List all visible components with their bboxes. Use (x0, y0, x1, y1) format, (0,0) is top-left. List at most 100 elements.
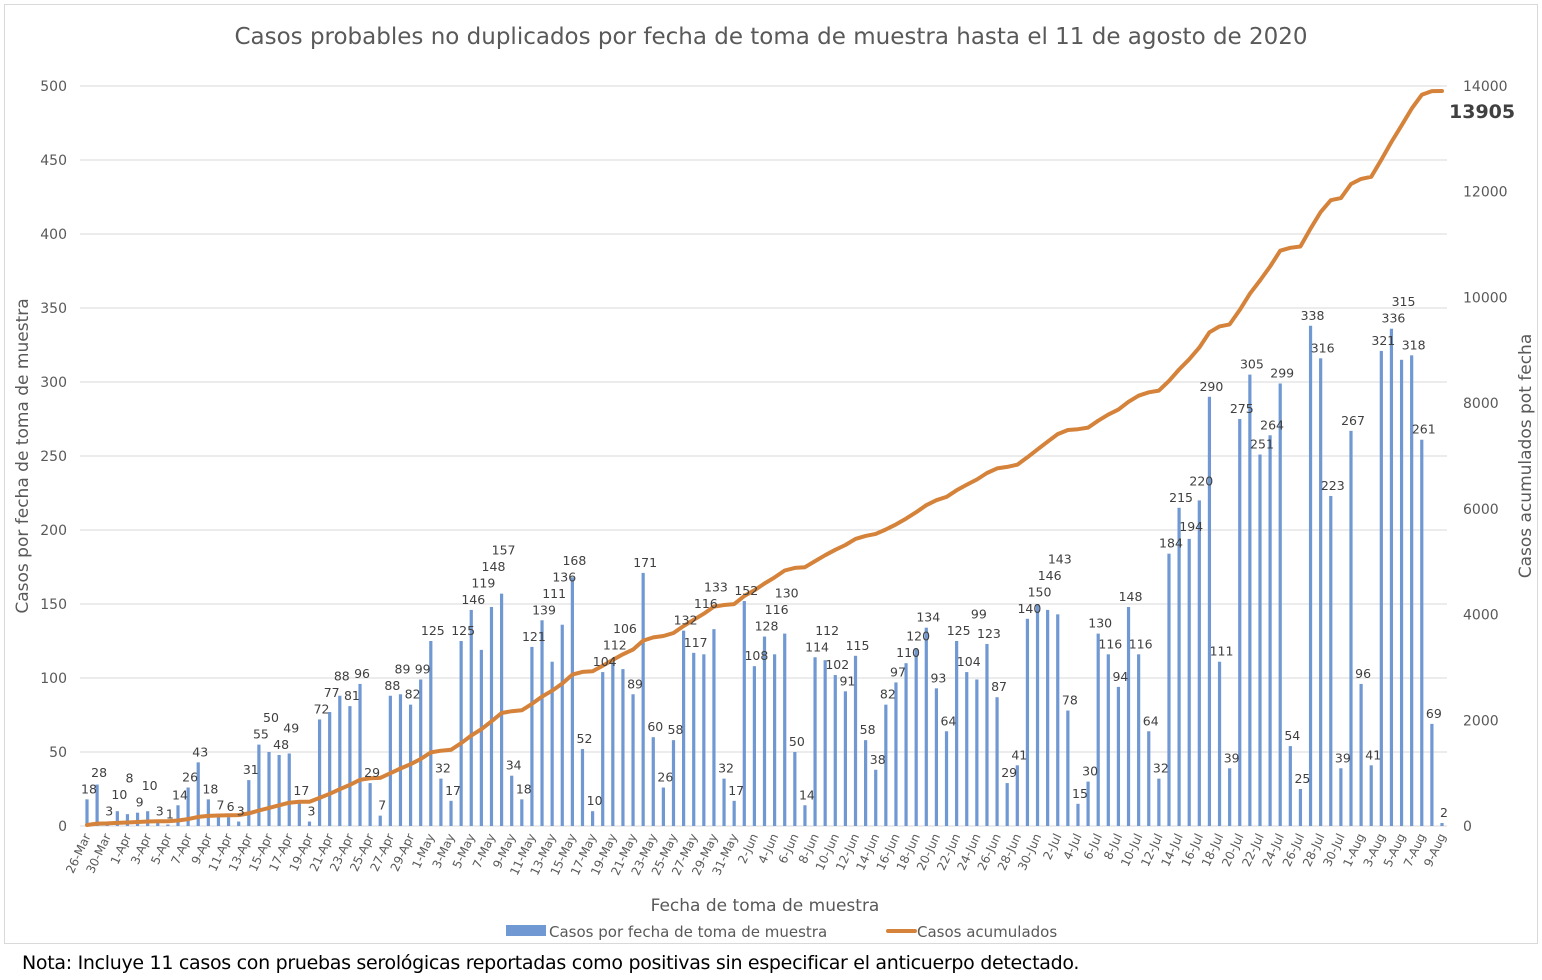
bar (1025, 618, 1030, 826)
bar-data-label: 146 (1038, 568, 1062, 583)
y2-tick-label: 0 (1463, 819, 1472, 835)
y-tick-label: 450 (40, 153, 67, 169)
bar (125, 814, 130, 826)
bar (530, 646, 534, 826)
bar-data-label: 91 (839, 673, 855, 688)
bar-data-label: 78 (1062, 693, 1078, 708)
bar-data-label: 72 (314, 701, 330, 716)
bar-data-label: 14 (799, 787, 815, 802)
bar (1167, 553, 1171, 826)
bar (307, 821, 312, 826)
bar (975, 679, 979, 826)
y-axis-title: Casos por fecha de toma de muestra (13, 298, 33, 613)
bar (651, 737, 655, 826)
bar-data-label: 316 (1311, 340, 1335, 355)
bar (631, 694, 635, 826)
bar-data-label: 25 (1294, 771, 1310, 786)
bar-data-label: 82 (880, 687, 896, 702)
bar-data-label: 275 (1230, 401, 1254, 416)
bar-data-label: 31 (243, 762, 259, 777)
bar-data-label: 14 (172, 787, 188, 802)
bar (864, 740, 868, 826)
bar (1147, 731, 1151, 826)
y-tick-label: 200 (40, 523, 67, 539)
bar (1015, 765, 1019, 826)
x-tick-label: 6-Jul (1081, 831, 1105, 862)
bar-data-label: 267 (1341, 413, 1365, 428)
bar-data-label: 152 (734, 583, 758, 598)
bar-data-label: 8 (125, 771, 133, 786)
bar (1126, 606, 1131, 826)
y-tick-label: 500 (40, 79, 67, 95)
bar (1399, 359, 1404, 826)
y2-tick-label: 12000 (1463, 185, 1508, 201)
bar (762, 636, 767, 826)
bar-data-label: 39 (1224, 750, 1240, 765)
bar-data-label: 299 (1270, 365, 1294, 380)
bar-data-label: 54 (1284, 728, 1300, 743)
bar (1177, 507, 1181, 826)
bar (601, 672, 605, 826)
bar-data-label: 88 (334, 668, 350, 683)
final-cumulative-label: 13905 (1449, 101, 1515, 123)
bar-data-label: 94 (1112, 669, 1128, 684)
bar (186, 787, 190, 826)
bar (1035, 604, 1040, 826)
bar (328, 712, 332, 826)
y2-tick-label: 14000 (1463, 79, 1508, 95)
bar-data-label: 220 (1189, 473, 1213, 488)
bar-data-label: 148 (1119, 589, 1143, 604)
bar-data-label: 116 (1129, 636, 1153, 651)
bar (388, 695, 392, 826)
bar-data-label: 28 (91, 765, 107, 780)
bar-data-label: 117 (684, 635, 708, 650)
bar (1420, 439, 1424, 826)
bar-data-label: 143 (1048, 551, 1072, 566)
bar-data-label: 115 (846, 638, 870, 653)
bar-data-label: 29 (364, 765, 380, 780)
bar-data-label: 93 (930, 670, 946, 685)
bar-data-label: 87 (991, 679, 1007, 694)
bar (459, 641, 463, 826)
bar (853, 655, 858, 826)
bar (914, 648, 918, 826)
y2-tick-label: 8000 (1463, 396, 1499, 412)
bar (995, 697, 999, 826)
bar (1410, 355, 1414, 826)
bar (499, 593, 504, 826)
bar (1268, 435, 1272, 826)
x-axis-title: Fecha de toma de muestra (651, 896, 880, 916)
bar (692, 652, 696, 826)
bar (1258, 454, 1262, 826)
bar-data-label: 125 (451, 623, 475, 638)
bar (1308, 325, 1313, 826)
bar-data-label: 111 (1210, 644, 1234, 659)
bar (257, 744, 261, 826)
bar (469, 609, 473, 826)
bar (146, 811, 150, 826)
legend-label-line: Casos acumulados (917, 923, 1057, 941)
bar (176, 805, 180, 826)
bar-data-label: 34 (506, 758, 522, 773)
bar (196, 762, 200, 826)
bar-data-label: 106 (613, 621, 637, 636)
bar (247, 780, 251, 826)
legend-label-bars: Casos por fecha de toma de muestra (549, 923, 827, 941)
bar (1066, 710, 1070, 826)
bar (742, 601, 746, 826)
bar-data-label: 43 (192, 744, 208, 759)
bar-data-label: 223 (1321, 478, 1345, 493)
bar (1207, 396, 1212, 826)
bar (1389, 328, 1394, 826)
bar (1005, 783, 1009, 826)
bar-data-label: 148 (482, 559, 506, 574)
bar-data-label: 50 (789, 734, 805, 749)
bar-data-label: 111 (542, 586, 566, 601)
bar-data-label: 108 (744, 648, 768, 663)
bar-data-label: 3 (105, 804, 113, 819)
bar (560, 624, 564, 826)
bar-data-label: 30 (1082, 764, 1098, 779)
bar (216, 815, 221, 826)
